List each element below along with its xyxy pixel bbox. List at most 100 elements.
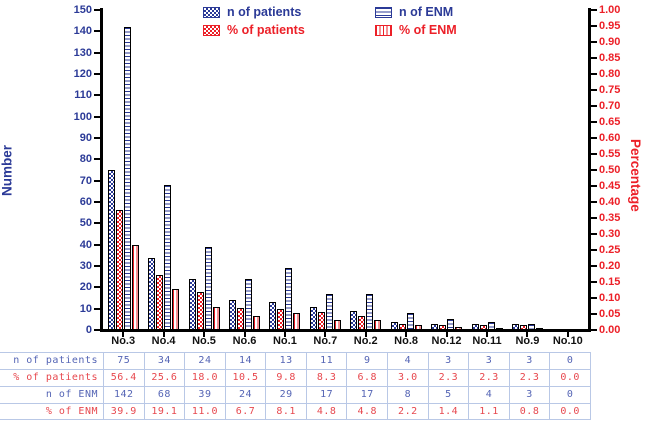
table-cell: 24 (224, 387, 266, 403)
table-cell: 6.7 (224, 404, 266, 419)
x-category-label: No.6 (232, 335, 257, 347)
table-cell: 34 (143, 353, 185, 369)
left-tick-label: 40 (79, 238, 92, 251)
right-tick (591, 265, 597, 267)
right-tick-label: 0.35 (599, 212, 621, 224)
left-tick-label: 20 (79, 281, 92, 294)
right-tick-label: 0.40 (599, 196, 621, 208)
table-row: n of patients 75 34 24 14 13 11 9 4 3 3 3 0 (0, 352, 591, 369)
right-tick-label: 0.55 (599, 148, 621, 160)
table-row: % of patients 56.4 25.6 18.0 10.5 9.8 8.3 6.8 3.… (0, 369, 591, 386)
right-tick (591, 25, 597, 27)
left-tick (94, 179, 100, 182)
right-tick (591, 9, 597, 11)
table-cell: 4.8 (305, 404, 347, 419)
left-tick-label: 120 (73, 68, 92, 80)
table-cell: 3 (508, 387, 550, 403)
x-category-label: No.2 (353, 335, 378, 347)
table-cell: 8 (387, 387, 428, 403)
table-cell: 25.6 (143, 370, 185, 386)
left-axis-title: Number (0, 145, 15, 197)
x-category-label: No.10 (552, 335, 583, 347)
bar--of-enm (374, 319, 382, 330)
x-category-label: No.7 (313, 335, 338, 347)
legend-item-n-of-enm: n of ENM (375, 5, 457, 19)
bar-group-no2 (346, 10, 386, 330)
right-tick-label: 0.25 (599, 244, 621, 256)
right-tick-label: 0.75 (599, 84, 621, 96)
bar--of-patients (156, 275, 164, 330)
bar-n-of-enm (366, 293, 374, 330)
table-cell: 10.5 (224, 370, 266, 386)
table-cell: 2.3 (468, 370, 509, 386)
bar-group-no11 (467, 10, 507, 330)
legend-label: n of ENM (399, 5, 454, 19)
bar-group-no3 (103, 10, 143, 330)
right-tick (591, 137, 597, 139)
right-axis-line (588, 8, 591, 332)
bar-n-of-patients (309, 306, 317, 330)
bar-n-of-patients (511, 323, 519, 330)
table-cell: 0 (549, 353, 591, 369)
left-axis-line (100, 8, 103, 332)
plot-area (103, 10, 588, 330)
table-cell: 0.8 (508, 404, 550, 419)
x-category-label: No.8 (394, 335, 419, 347)
x-category-label: No.9 (515, 335, 540, 347)
legend-label: % of ENM (399, 23, 457, 37)
x-tick (566, 332, 569, 337)
x-tick (445, 332, 448, 337)
bar--of-enm (455, 327, 463, 330)
bar--of-patients (479, 325, 487, 330)
bar--of-enm (252, 315, 260, 330)
legend: n of patients n of ENM % of patients % o… (203, 5, 457, 37)
table-cell: 17 (305, 387, 347, 403)
right-tick (591, 105, 597, 107)
left-tick (94, 73, 100, 75)
right-tick-label: 0.70 (599, 100, 621, 112)
right-tick-label: 0.20 (599, 260, 621, 272)
x-category-label: No.3 (111, 335, 136, 347)
right-tick (591, 201, 597, 203)
bar--of-enm (414, 325, 422, 330)
bar--of-patients (317, 312, 325, 330)
table-cell: 5 (427, 387, 469, 403)
table-cell: 142 (103, 387, 144, 403)
right-tick (591, 233, 597, 235)
x-tick (364, 332, 367, 337)
table-cell: 39 (184, 387, 225, 403)
x-axis-line (100, 329, 591, 332)
left-tick-label: 140 (73, 25, 92, 38)
bar--of-enm (172, 289, 180, 330)
bar-n-of-enm (244, 278, 252, 330)
bar-n-of-patients (107, 170, 115, 330)
table-cell: 17 (346, 387, 387, 403)
table-cell: 3 (427, 353, 469, 369)
left-tick (94, 329, 100, 331)
bar-n-of-patients (148, 257, 156, 330)
left-tick (94, 265, 100, 267)
table-cell: 9 (346, 353, 387, 369)
table-cell: 0 (549, 387, 591, 403)
table-cell: 56.4 (103, 370, 144, 386)
x-tick (324, 332, 327, 337)
x-category-label: No.1 (272, 335, 297, 347)
right-tick (591, 169, 597, 171)
bar-group-no6 (224, 10, 264, 330)
right-tick (591, 249, 597, 251)
left-tick (94, 158, 100, 161)
right-tick (591, 73, 597, 75)
table-cell: 11.0 (184, 404, 225, 419)
left-tick-label: 70 (79, 174, 92, 187)
table-cell: 75 (103, 353, 144, 369)
data-table: n of patients 75 34 24 14 13 11 9 4 3 3 3 0% of pati… (0, 352, 591, 420)
right-tick (591, 41, 597, 43)
bar--of-enm (212, 306, 220, 330)
right-tick-label: 0.85 (599, 52, 621, 64)
legend-label: n of patients (227, 5, 302, 19)
right-tick-label: 0.50 (599, 164, 621, 176)
left-tick (94, 243, 100, 246)
right-tick (591, 329, 597, 331)
left-tick (94, 307, 100, 310)
